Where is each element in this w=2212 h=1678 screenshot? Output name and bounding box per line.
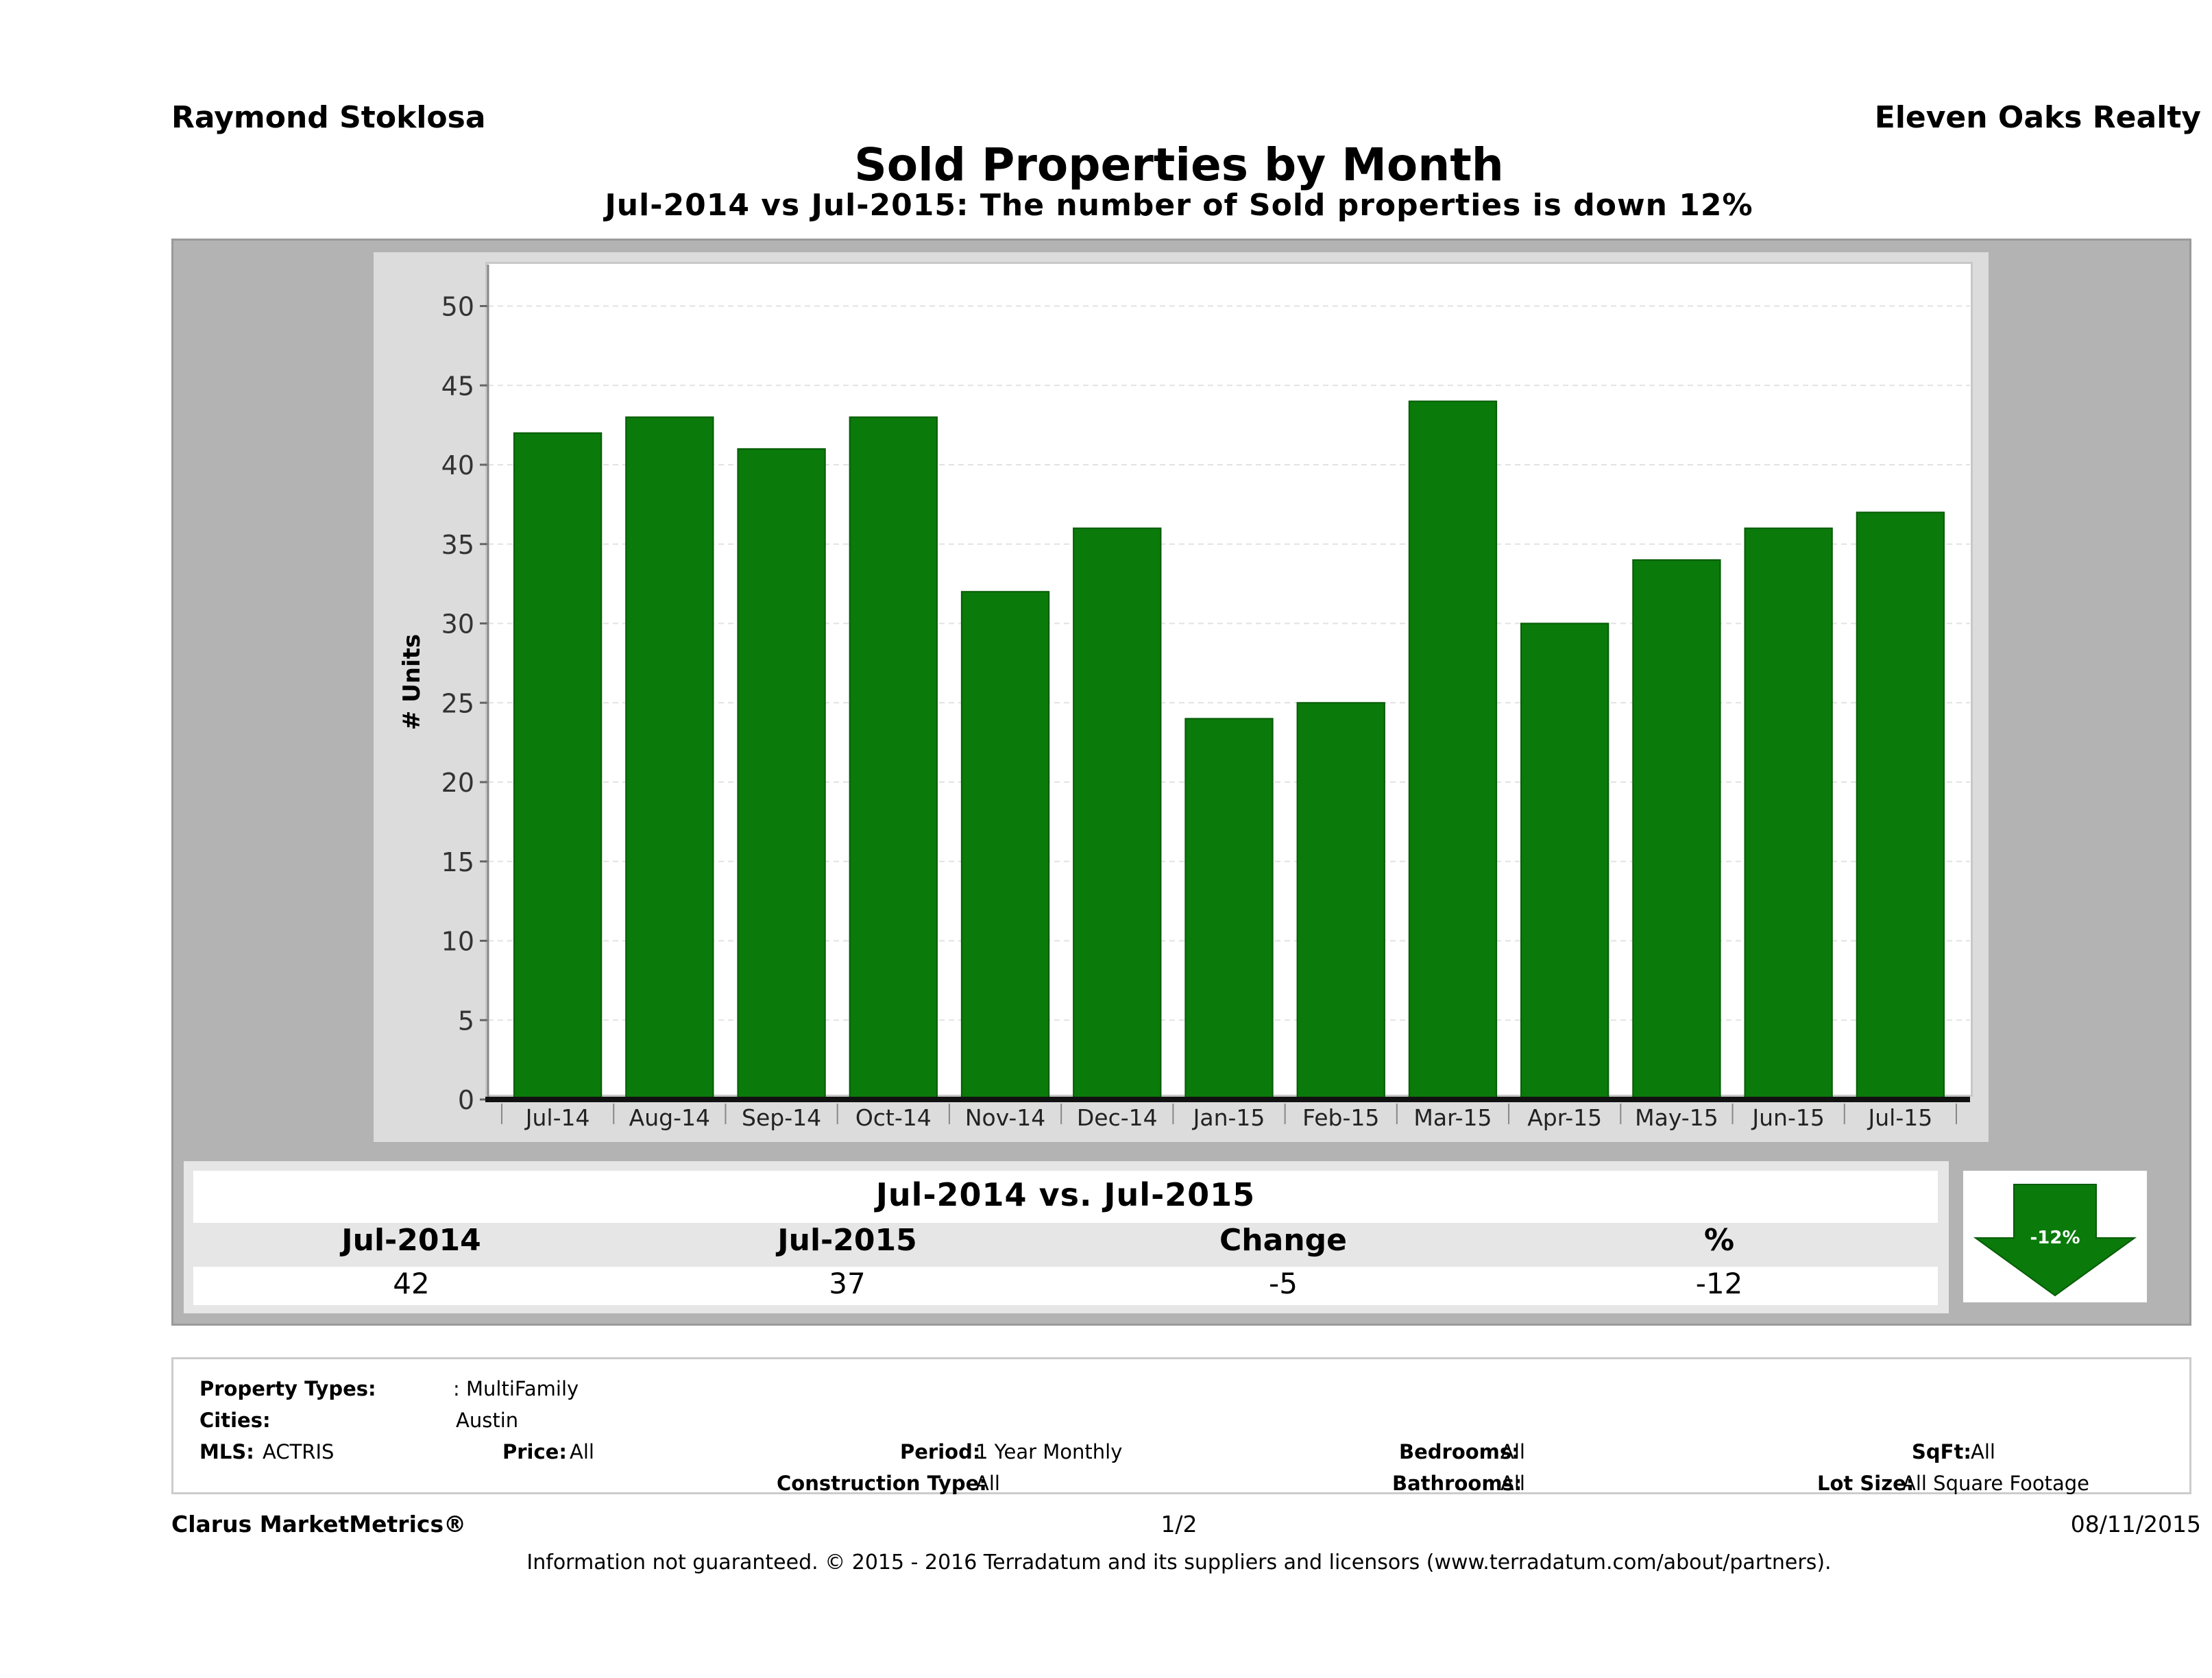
- agent-name: Raymond Stoklosa: [171, 100, 486, 135]
- property-types-value: : MultiFamily: [453, 1377, 579, 1400]
- bar-sep-14: [737, 448, 826, 1100]
- price-value: All: [570, 1440, 594, 1463]
- x-tick-label-jul-15: Jul-15: [1867, 1104, 1933, 1131]
- summary-header-jul-2014: Jul-2014: [341, 1223, 481, 1258]
- page-title: Sold Properties by Month: [854, 138, 1504, 191]
- y-axis-title: # Units: [398, 634, 426, 730]
- period-value: 1 Year Monthly: [975, 1440, 1123, 1463]
- page-subtitle: Jul-2014 vs Jul-2015: The number of Sold…: [605, 188, 1753, 223]
- y-tick-label-40: 40: [441, 450, 474, 481]
- lot-size-value: All Square Footage: [1902, 1472, 2090, 1495]
- cities-label: Cities:: [199, 1409, 271, 1432]
- company-name: Eleven Oaks Realty: [1874, 100, 2201, 135]
- x-tick-label-dec-14: Dec-14: [1077, 1104, 1158, 1131]
- summary-value-change: -5: [1269, 1267, 1298, 1300]
- x-tick-label-feb-15: Feb-15: [1302, 1104, 1379, 1131]
- summary-value-jul-2014: 42: [393, 1267, 430, 1300]
- bar-feb-15: [1296, 702, 1385, 1100]
- summary-header-change: Change: [1219, 1223, 1347, 1258]
- bar-jan-15: [1184, 718, 1274, 1100]
- bathrooms-value: All: [1500, 1472, 1525, 1495]
- y-tick-label-45: 45: [441, 371, 474, 401]
- down-arrow-icon: -12%: [1973, 1184, 2137, 1297]
- x-tick-label-mar-15: Mar-15: [1413, 1104, 1492, 1131]
- summary-title-row: [193, 1171, 1938, 1223]
- bar-jun-15: [1744, 527, 1833, 1100]
- x-tick-label-nov-14: Nov-14: [965, 1104, 1045, 1131]
- lot-size-label: Lot Size:: [1817, 1472, 1915, 1495]
- x-tick-label-jul-14: Jul-14: [524, 1104, 590, 1131]
- summary-value-percent: -12: [1695, 1267, 1743, 1300]
- y-tick-label-50: 50: [441, 292, 474, 322]
- construction-type-label: Construction Type:: [777, 1472, 987, 1495]
- bar-apr-15: [1520, 622, 1609, 1100]
- summary-header-row: Jul-2014 Jul-2015 Change %: [193, 1223, 1938, 1264]
- trend-badge: -12%: [1963, 1171, 2147, 1302]
- y-tick-label-30: 30: [441, 609, 474, 640]
- y-tick-label-5: 5: [458, 1006, 474, 1036]
- footer-page-number: 1/2: [1160, 1511, 1198, 1537]
- bedrooms-label: Bedrooms:: [1399, 1440, 1520, 1463]
- sqft-label: SqFt:: [1912, 1440, 1971, 1463]
- x-tick-label-jun-15: Jun-15: [1751, 1104, 1824, 1131]
- y-tick-label-20: 20: [441, 768, 474, 798]
- price-label: Price:: [502, 1440, 567, 1463]
- property-types-label: Property Types:: [199, 1377, 376, 1400]
- period-label: Period:: [900, 1440, 981, 1463]
- summary-value-jul-2015: 37: [829, 1267, 866, 1300]
- summary-value-row: 42 37 -5 -12: [193, 1267, 1938, 1305]
- filter-summary: Property Types: : MultiFamily Cities: Au…: [171, 1357, 2191, 1495]
- bar-aug-14: [625, 416, 714, 1100]
- x-tick-label-jan-15: Jan-15: [1192, 1104, 1265, 1131]
- y-tick-label-25: 25: [441, 688, 474, 718]
- x-tick-label-sep-14: Sep-14: [742, 1104, 821, 1131]
- bedrooms-value: All: [1500, 1440, 1525, 1463]
- x-tick-label-apr-15: Apr-15: [1527, 1104, 1602, 1131]
- bar-mar-15: [1408, 400, 1498, 1100]
- bathrooms-label: Bathrooms:: [1392, 1472, 1522, 1495]
- bar-jul-15: [1856, 511, 1945, 1100]
- x-tick-label-oct-14: Oct-14: [855, 1104, 932, 1131]
- bar-nov-14: [960, 591, 1050, 1100]
- bar-dec-14: [1073, 527, 1162, 1100]
- y-tick-label-10: 10: [441, 927, 474, 957]
- y-tick-label-35: 35: [441, 530, 474, 560]
- mls-label: MLS:: [199, 1440, 254, 1463]
- bar-jul-14: [513, 432, 603, 1100]
- summary-header-jul-2015: Jul-2015: [777, 1223, 917, 1258]
- y-tick-label-15: 15: [441, 847, 474, 877]
- summary-header-percent: %: [1703, 1223, 1735, 1258]
- bar-may-15: [1632, 559, 1721, 1100]
- footer-disclaimer: Information not guaranteed. © 2015 - 201…: [526, 1551, 1832, 1574]
- cities-value: Austin: [456, 1409, 519, 1432]
- footer-date: 08/11/2015: [2070, 1511, 2201, 1537]
- y-tick-label-0: 0: [458, 1085, 474, 1115]
- sqft-value: All: [1971, 1440, 1995, 1463]
- construction-type-value: All: [975, 1472, 1000, 1495]
- x-tick-label-may-15: May-15: [1635, 1104, 1718, 1131]
- bar-oct-14: [849, 416, 938, 1100]
- x-tick-label-aug-14: Aug-14: [629, 1104, 710, 1131]
- trend-badge-label: -12%: [2030, 1228, 2080, 1248]
- footer-brand: Clarus MarketMetrics®: [171, 1511, 467, 1537]
- summary-title: Jul-2014 vs. Jul-2015: [875, 1176, 1256, 1213]
- mls-value: ACTRIS: [263, 1440, 335, 1463]
